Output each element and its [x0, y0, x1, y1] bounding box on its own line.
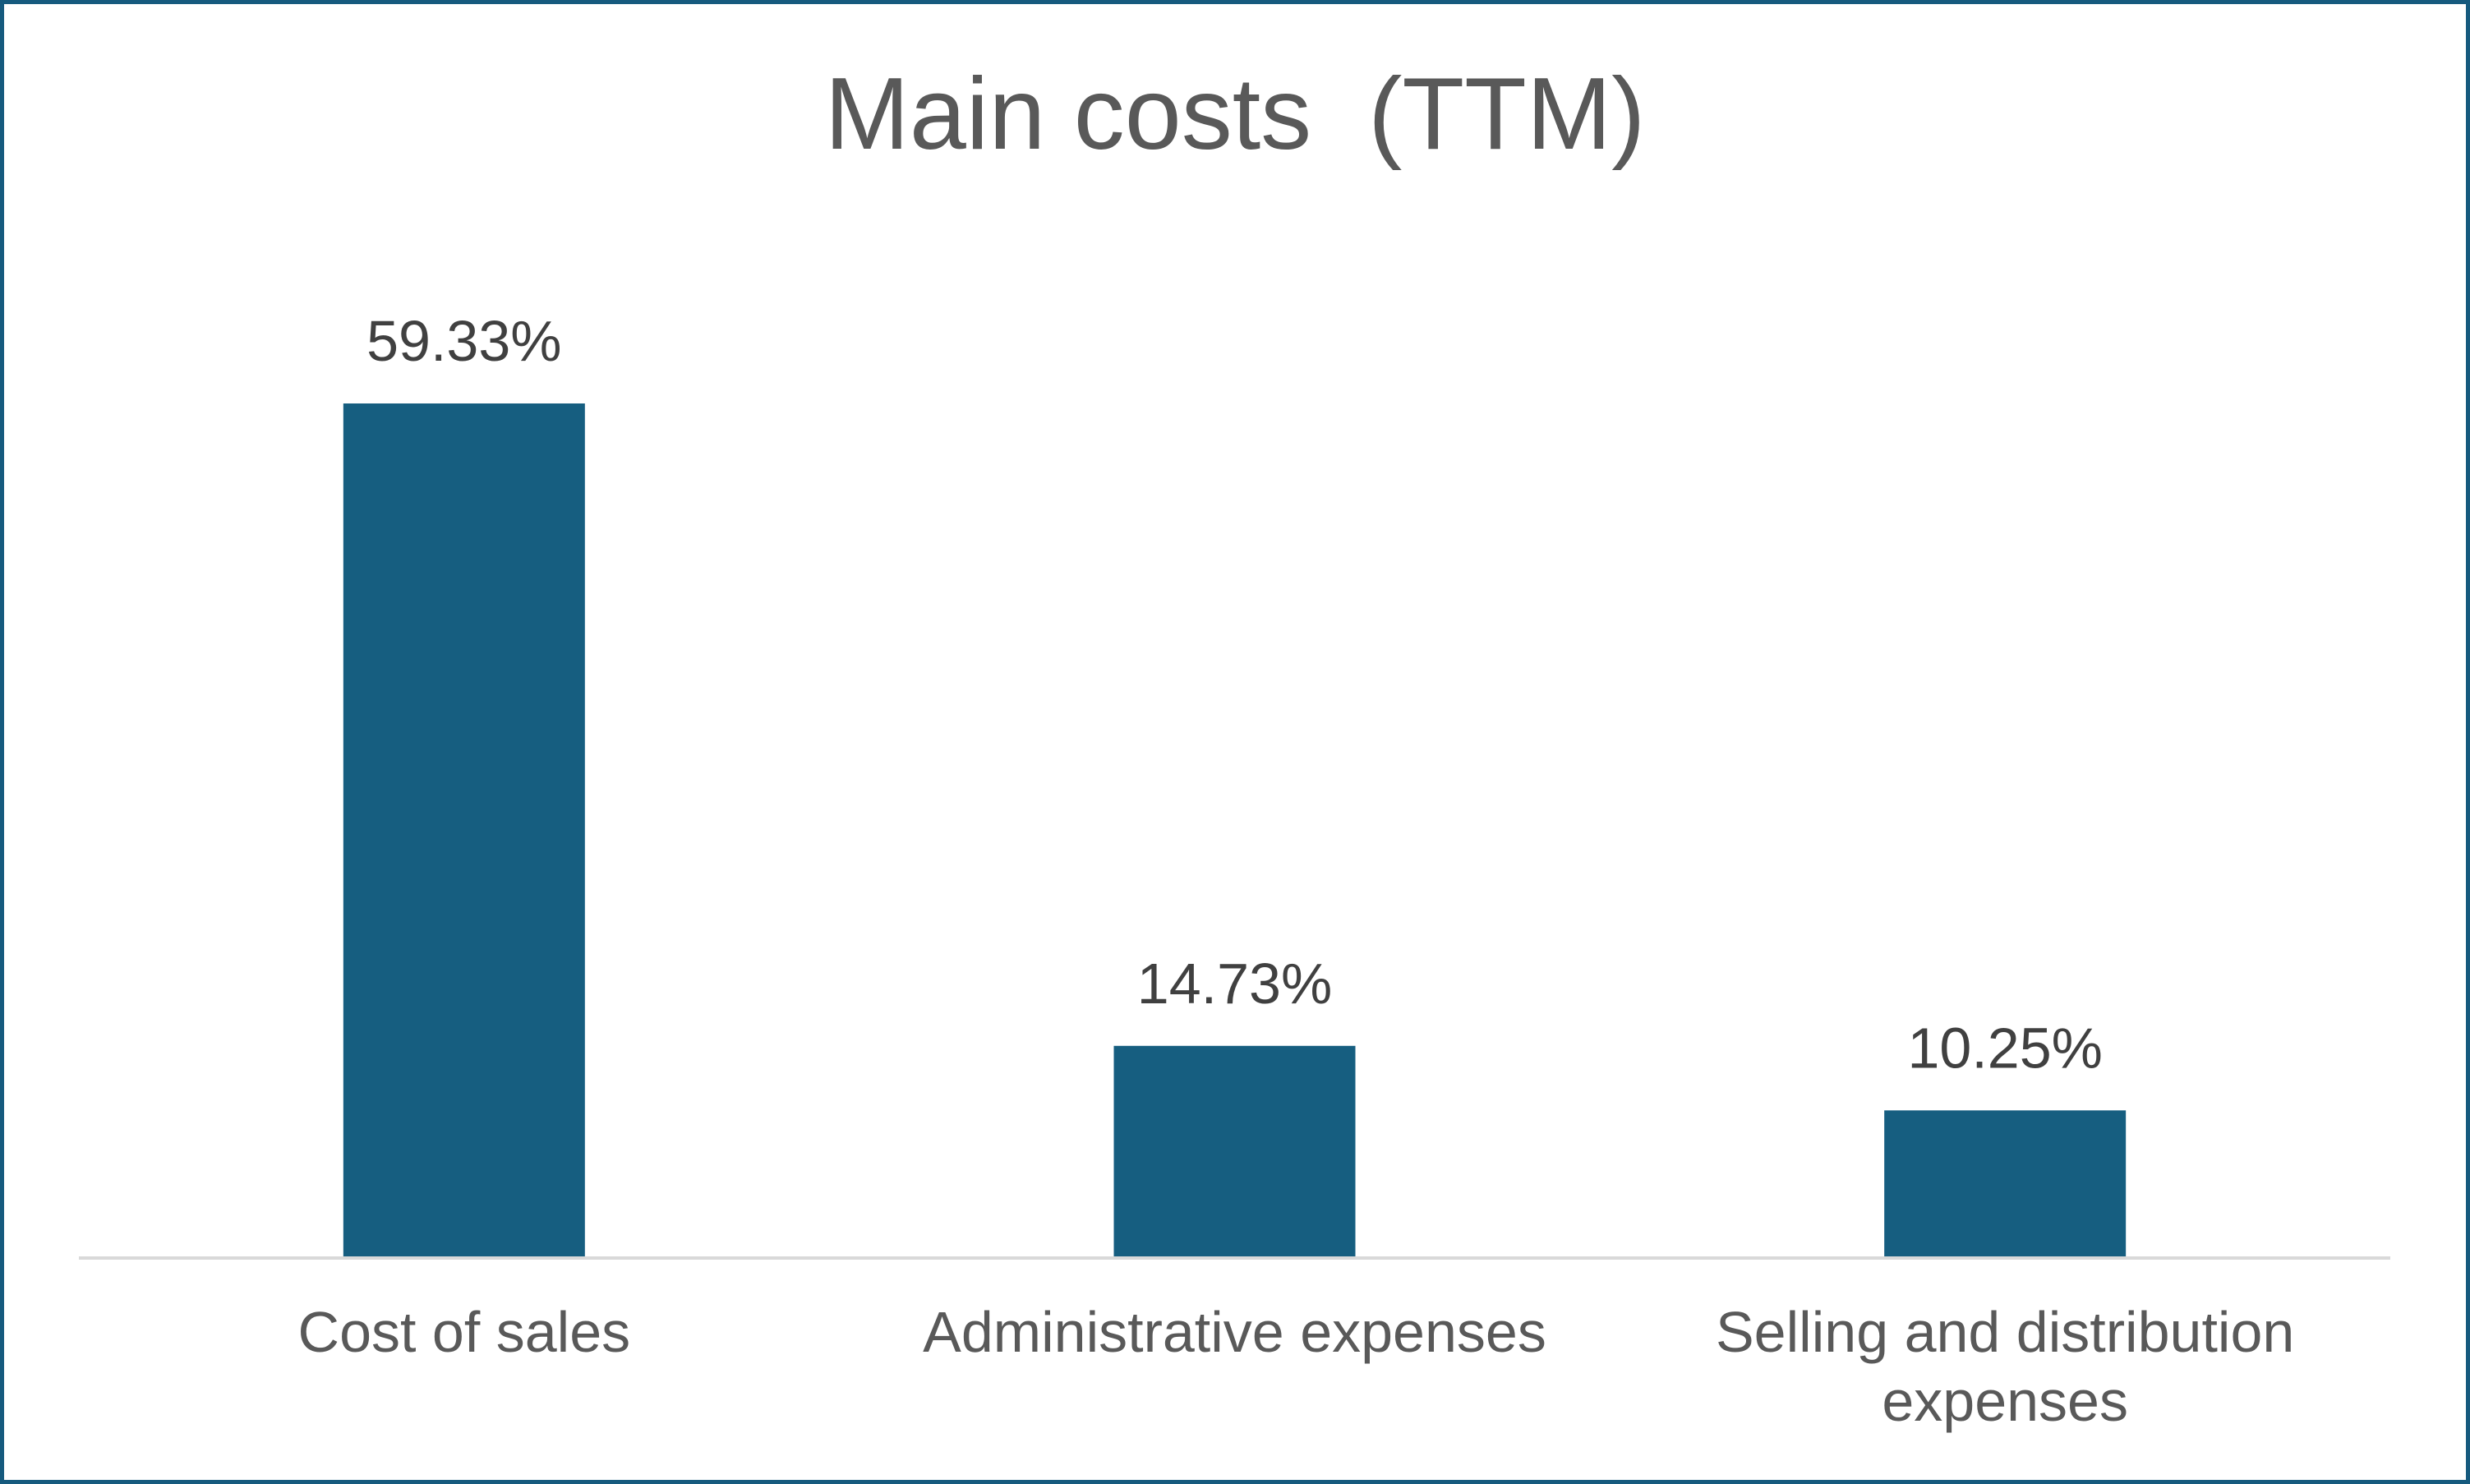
x-tick-label-2: Administrative expenses: [923, 1300, 1546, 1364]
bar-1: [343, 403, 585, 1258]
x-tick-label-line: Cost of sales: [298, 1300, 631, 1364]
x-tick-labels-group: Cost of sales Administrative expenses Sell…: [298, 1300, 2295, 1433]
x-tick-label-3: Selling and distribution expenses: [1716, 1300, 2294, 1433]
x-tick-label-line: Selling and distribution: [1716, 1300, 2294, 1364]
x-tick-label-line: Administrative expenses: [923, 1300, 1546, 1364]
x-tick-label-line: expenses: [1882, 1369, 2128, 1433]
bars-group: [343, 403, 2127, 1258]
bar-2: [1113, 1045, 1356, 1258]
bar-chart: Main costs (TTM) 59.33% 14.73% 10.25% Cost…: [79, 58, 2390, 1433]
data-label-2: 14.73%: [1137, 952, 1332, 1016]
data-label-3: 10.25%: [1907, 1016, 2102, 1080]
x-tick-label-1: Cost of sales: [298, 1300, 631, 1364]
value-labels-group: 59.33% 14.73% 10.25%: [366, 309, 2103, 1080]
chart-title: Main costs (TTM): [825, 58, 1646, 171]
data-label-1: 59.33%: [366, 309, 561, 373]
bar-3: [1884, 1110, 2127, 1258]
